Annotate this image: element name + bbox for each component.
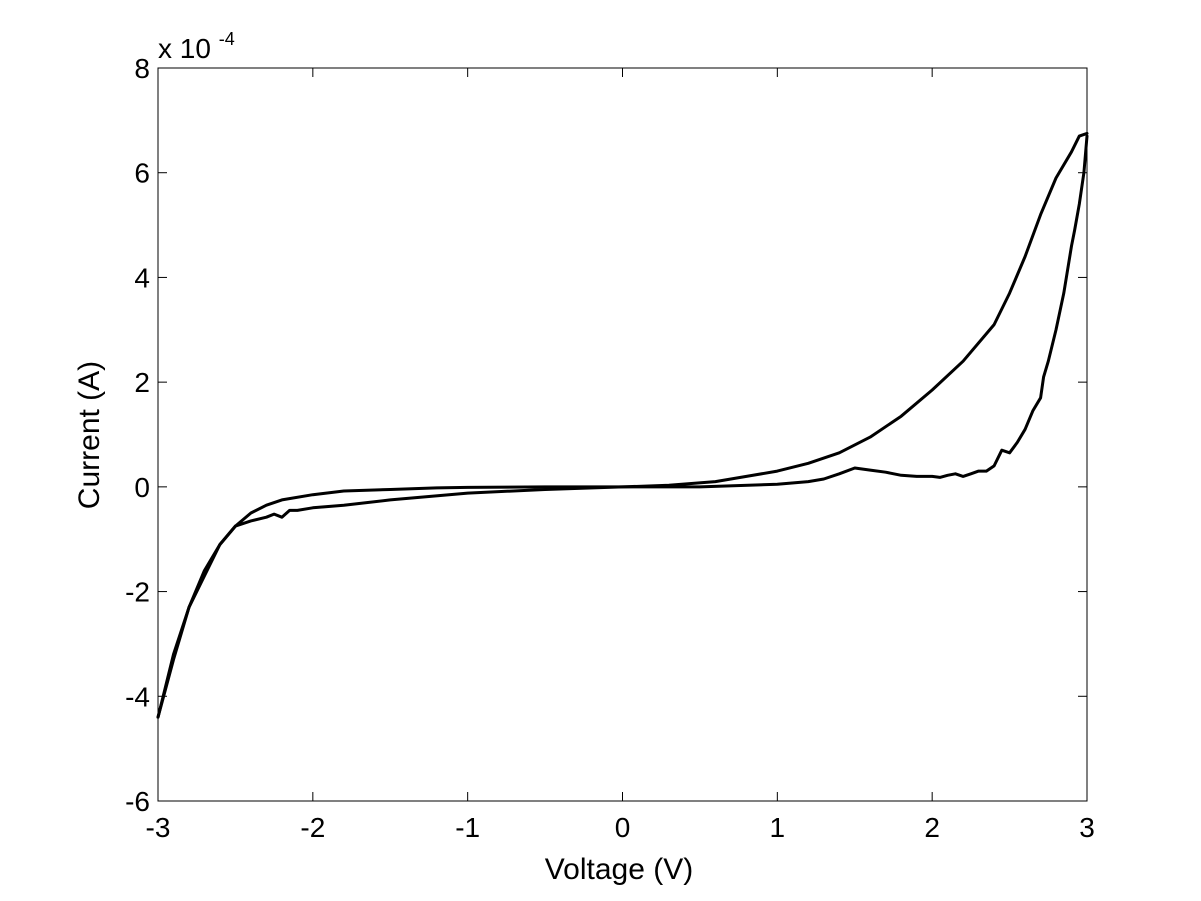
plot-frame [157, 67, 1088, 802]
y-tick-label: 6 [134, 158, 150, 189]
x-tick-label: -1 [455, 812, 480, 843]
data-curves [156, 131, 1089, 719]
y-tick-label: 2 [134, 367, 150, 398]
series-line-2 [156, 134, 1089, 719]
series-line-1 [156, 131, 1089, 719]
axis-labels: Voltage (V) Current (A) x 10 -4 [73, 29, 693, 886]
axis-ticks: -3 -2 -1 0 1 2 3 -6 -4 -2 0 2 4 6 8 [125, 53, 1095, 843]
y-tick-label: -4 [125, 681, 150, 712]
y-tick-label: 4 [134, 262, 150, 293]
plot-area [157, 67, 1088, 802]
x-tick-label: -2 [300, 812, 325, 843]
y-tick-label: -2 [125, 577, 150, 608]
x-tick-label: -3 [146, 812, 171, 843]
y-tick-label: 8 [134, 53, 150, 84]
y-multiplier-label: x 10 -4 [158, 29, 235, 64]
y-multiplier-exponent: -4 [219, 29, 235, 49]
x-axis-label: Voltage (V) [545, 853, 693, 886]
y-tick-label: -6 [125, 786, 150, 817]
x-tick-label: 1 [770, 812, 786, 843]
y-tick-label: 0 [134, 472, 150, 503]
y-multiplier-base: x 10 [158, 33, 211, 64]
x-tick-label: 0 [615, 812, 631, 843]
y-axis-label: Current (A) [73, 361, 106, 509]
x-tick-label: 3 [1079, 812, 1095, 843]
x-tick-label: 2 [924, 812, 940, 843]
